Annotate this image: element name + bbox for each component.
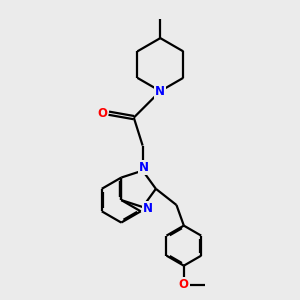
Text: O: O: [179, 278, 189, 291]
Text: O: O: [97, 107, 107, 120]
Text: N: N: [143, 202, 153, 215]
Text: N: N: [155, 85, 165, 98]
Text: N: N: [139, 161, 149, 174]
